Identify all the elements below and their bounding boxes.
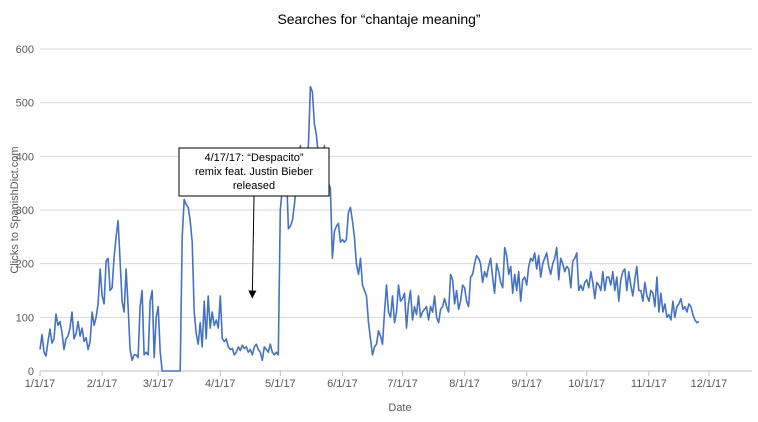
annotation-box [178,147,330,197]
x-tick-label: 12/1/17 [691,378,728,390]
y-tick-label: 200 [16,259,34,271]
y-tick-label: 300 [16,205,34,217]
annotation-line-3: released [233,180,275,192]
x-tick-label: 9/1/17 [511,378,542,390]
y-axis-title: Clicks to SpanishDict.com [9,146,21,273]
axes: 0 100 200 300 400 500 600 1/1/17 2/1/17 3/1/17 4/1… [16,44,752,390]
x-tick-label: 7/1/17 [387,378,418,390]
y-tick-label: 0 [28,366,34,378]
annotation-line-1: 4/17/17: “Despacito” [204,152,303,164]
x-tick-label: 11/1/17 [631,378,667,390]
annotation: 4/17/17: “Despacito” remix feat. Justin … [178,147,330,299]
labels: Searches for “chantaje meaning” Date Cli… [9,11,481,414]
y-tick-label: 500 [16,98,34,110]
y-tick-label: 100 [16,312,34,324]
x-tick-label: 6/1/17 [327,378,358,390]
x-axis-title: Date [388,402,411,414]
x-tick-label: 1/1/17 [25,378,56,390]
x-tick-label: 3/1/17 [143,378,174,390]
x-tick-label: 2/1/17 [87,378,118,390]
annotation-line-2: remix feat. Justin Bieber [195,166,313,178]
gridlines [40,48,752,318]
x-tick-label: 8/1/17 [449,378,480,390]
series-layer [39,85,700,372]
x-tick-label: 5/1/17 [265,378,296,390]
annotation-arrow [248,195,257,299]
x-tick-label: 10/1/17 [568,378,605,390]
chart-title: Searches for “chantaje meaning” [277,11,480,27]
y-tick-label: 400 [16,151,34,163]
series-line-0 [39,85,700,372]
y-tick-label: 600 [16,44,34,56]
x-tick-label: 4/1/17 [205,378,236,390]
